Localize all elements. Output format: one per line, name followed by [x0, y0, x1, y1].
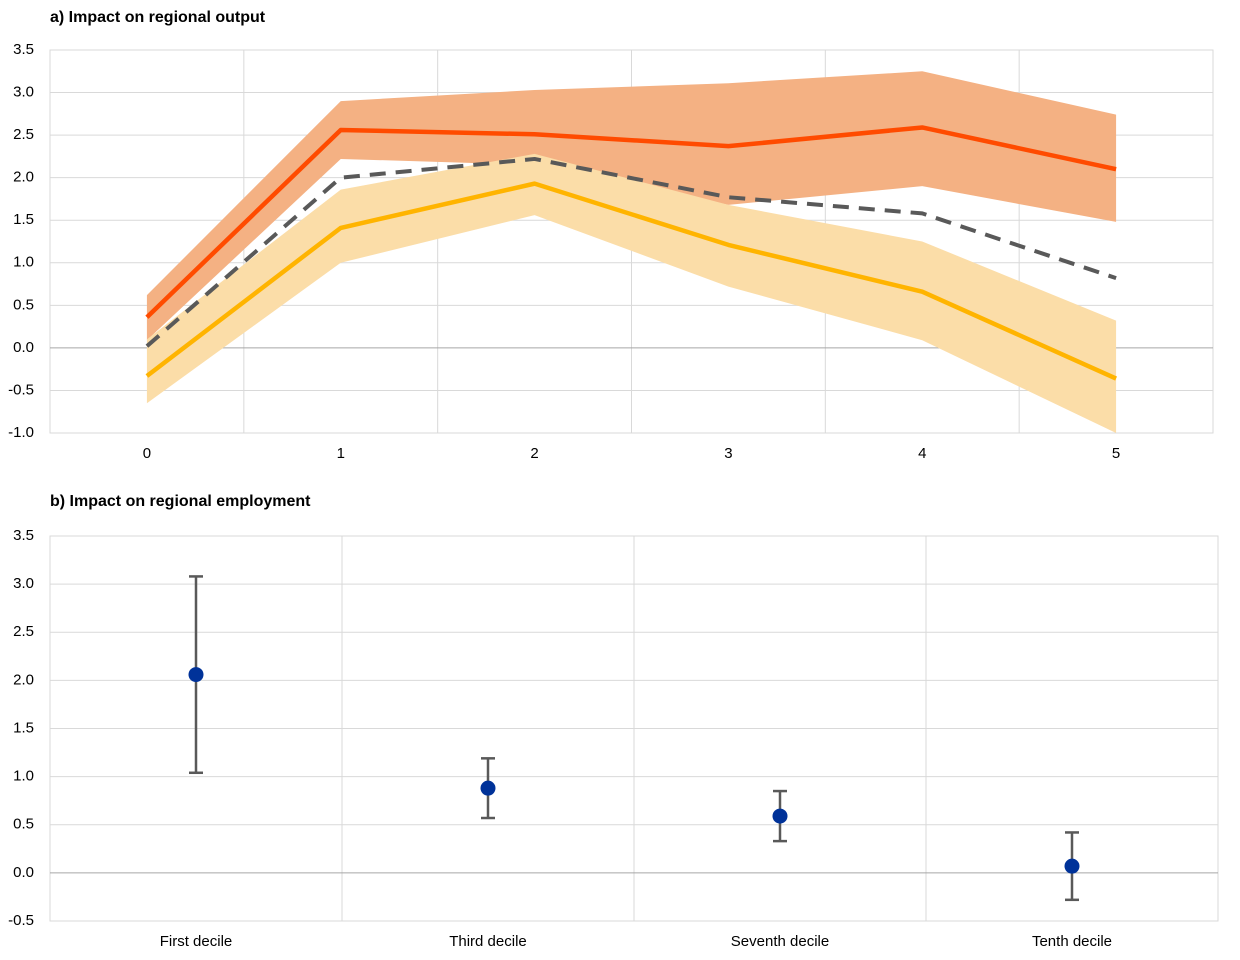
y-tick-label: 3.0 [13, 84, 34, 101]
x-tick-label: Seventh decile [731, 933, 829, 950]
confidence-band [146, 153, 1117, 433]
x-tick-label: 3 [724, 445, 732, 462]
y-tick-label: 3.0 [13, 575, 34, 592]
y-tick-label: 1.0 [13, 768, 34, 785]
point [1064, 858, 1080, 874]
y-tick-label: -0.5 [8, 912, 34, 929]
y-tick-label: 2.5 [13, 126, 34, 143]
x-tick-label: 0 [143, 445, 151, 462]
y-tick-label: 2.0 [13, 169, 34, 186]
x-tick-label: 5 [1112, 445, 1120, 462]
x-tick-label: 2 [530, 445, 538, 462]
chart-title: b) Impact on regional employment [50, 493, 311, 510]
chart-title: a) Impact on regional output [50, 9, 266, 26]
y-tick-label: 0.0 [13, 339, 34, 356]
x-tick-label: First decile [160, 933, 233, 950]
y-tick-label: 2.5 [13, 623, 34, 640]
y-tick-label: 0.5 [13, 816, 34, 833]
series-line [145, 125, 1117, 319]
y-tick-label: 1.5 [13, 211, 34, 228]
confidence-band [146, 71, 1117, 341]
x-tick-label: 1 [337, 445, 345, 462]
y-tick-label: -1.0 [8, 424, 34, 441]
y-tick-label: 0.5 [13, 296, 34, 313]
point [772, 808, 788, 824]
x-tick-label: Third decile [449, 933, 527, 950]
series-line [145, 156, 1117, 348]
point [188, 667, 204, 683]
y-tick-label: 1.5 [13, 719, 34, 736]
y-tick-label: 3.5 [13, 41, 34, 58]
y-tick-label: 1.0 [13, 254, 34, 271]
y-tick-label: 0.0 [13, 864, 34, 881]
x-tick-label: 4 [918, 445, 926, 462]
y-tick-label: 2.0 [13, 671, 34, 688]
y-tick-label: 3.5 [13, 527, 34, 544]
point [480, 780, 496, 796]
x-tick-label: Tenth decile [1032, 933, 1112, 950]
y-tick-label: -0.5 [8, 381, 34, 398]
series-line [145, 181, 1118, 381]
